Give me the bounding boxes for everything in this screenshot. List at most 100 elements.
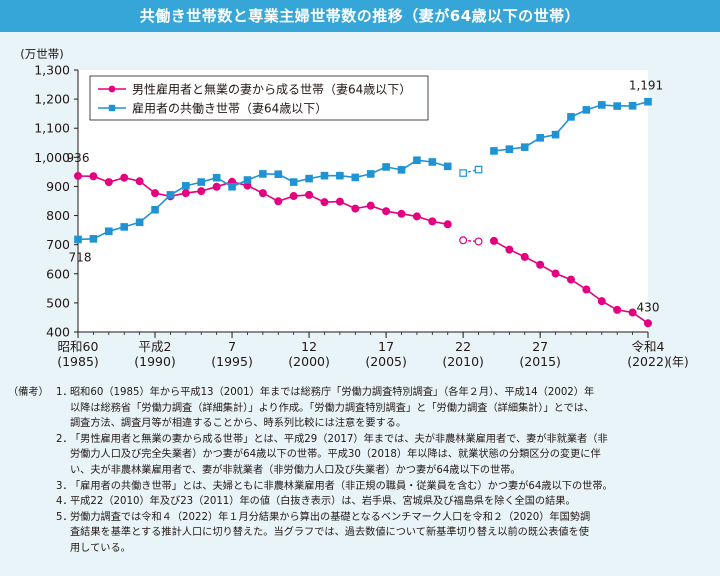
note-line: 用している。 (70, 542, 131, 554)
y-tick-label: 1,100 (34, 121, 70, 136)
note-item: 3． 「雇用者の共働き世帯」とは、夫婦ともに非農林業雇用者（非正規の職員・従業員を… (8, 479, 716, 495)
x-tick-label-year: (1995) (211, 354, 253, 369)
x-tick-label-year: (1985) (57, 354, 99, 369)
note-line: 調査方法、調査月等が相違することから、時系列比較には注意を要する。 (70, 418, 407, 430)
notes-body: 1． 昭和60（1985）年から平成13（2001）年までは総務庁「労働力調査特別… (8, 385, 716, 557)
x-tick-label-era: 27 (532, 339, 548, 354)
series-0-point (520, 252, 529, 261)
line-chart: 400 500 600 700 800 900 1,000 1,100 1,200 1,300 (万… (20, 47, 688, 369)
x-unit-label: (年) (667, 355, 688, 369)
series-1-point (597, 101, 606, 109)
x-tick-label-era: 12 (301, 339, 317, 354)
y-tick-label: 500 (46, 295, 70, 310)
x-tick-label-era: 17 (378, 339, 394, 354)
series-1-point (305, 174, 313, 183)
series-0-point (366, 201, 375, 210)
note-item: 2． 「男性雇用者と無業の妻から成る世帯」とは、平成29（2017）年までは、夫が… (8, 432, 716, 479)
series-0-point (428, 217, 437, 226)
series-1-point (505, 145, 514, 153)
series-1-point (182, 182, 190, 190)
x-tick-label-year: (2015) (519, 354, 561, 369)
series-0-point (73, 171, 82, 180)
series-1-point (428, 158, 437, 166)
legend-label: 男性雇用者と無業の妻から成る世帯（妻64歳以下） (132, 82, 411, 97)
series-1-point (644, 97, 652, 106)
y-tick-label: 1,000 (34, 150, 70, 165)
series-1-point (397, 166, 406, 174)
series-1-point (582, 106, 591, 114)
series-1-point (212, 173, 221, 182)
note-item: 4． 平成22（2010）年及び23（2011）年の値（白抜き表示）は、岩手県、宮… (8, 494, 716, 510)
series-0-point (104, 178, 113, 187)
note-line: 以降は総務省「労働力調査（詳細集計）」より作成。「労働力調査特別調査」と「労働力… (70, 402, 595, 414)
series-0-point (397, 209, 406, 218)
series-1-point (351, 173, 360, 182)
series-0-point (412, 212, 421, 221)
x-tick-label-year: (2010) (442, 354, 484, 369)
series-0-point (120, 173, 129, 182)
legend-box (89, 75, 429, 121)
series-1-point (120, 223, 129, 231)
series-1-point (105, 227, 113, 236)
series-0-point (135, 177, 144, 186)
data-label: 718 (69, 250, 92, 264)
series-0-point (335, 197, 344, 206)
series-0-point (258, 189, 267, 198)
series-1-point (151, 205, 159, 214)
series-1-point (166, 191, 175, 199)
note-number: 4． (56, 496, 73, 508)
series-1-point (320, 171, 329, 180)
note-item: 1． 昭和60（1985）年から平成13（2001）年までは総務庁「労働力調査特別… (8, 385, 716, 432)
x-tick-label-era: 昭和60 (58, 339, 99, 354)
series-1-point (74, 235, 82, 244)
series-0-point (566, 275, 575, 284)
y-tick-label: 1,300 (34, 63, 70, 78)
series-1-point (366, 170, 375, 178)
x-tick-label-era: 令和4 (632, 339, 665, 354)
legend-label: 雇用者の共働き世帯（妻64歳以下） (132, 101, 327, 116)
series-1-point (567, 113, 575, 121)
series-0-point (505, 245, 514, 254)
note-line: 労働力調査では令和４（2022）年１月分結果から算出の基礎となるベンチマーク人口… (70, 511, 591, 523)
note-item: 5． 労働力調査では令和４（2022）年１月分結果から算出の基礎となるベンチマーク… (8, 510, 716, 557)
series-0-point (89, 172, 98, 181)
series-0-point (197, 187, 206, 196)
note-line: 「雇用者の共働き世帯」とは、夫婦ともに非農林業雇用者（非正規の職員・従業員を含む… (70, 480, 613, 492)
x-tick-label-era: 7 (228, 339, 236, 354)
y-tick-label: 400 (46, 325, 70, 340)
series-0-point (274, 197, 283, 206)
series-1-point (613, 102, 621, 110)
series-0-point (474, 237, 483, 246)
y-tick-label: 600 (46, 266, 70, 281)
notes-section: （備考） 1． 昭和60（1985）年から平成13（2001）年までは総務庁「労働… (8, 385, 716, 557)
notes-label: （備考） (8, 387, 49, 398)
data-label: 1,191 (629, 79, 663, 93)
y-tick-label: 900 (46, 179, 70, 194)
series-1-point (243, 176, 252, 184)
series-1-point (135, 218, 144, 227)
series-0-point (459, 236, 468, 245)
series-0-point (597, 297, 606, 306)
series-1-point (336, 171, 344, 180)
series-0-point (351, 204, 360, 213)
note-number: 2． (56, 433, 73, 445)
series-0-point (443, 220, 452, 229)
series-1-point (443, 162, 452, 171)
series-0-point (489, 236, 498, 245)
series-1-point (197, 178, 206, 186)
legend-swatch-marker (108, 104, 116, 112)
x-tick-label-year: (2000) (288, 354, 330, 369)
note-number: 1． (56, 387, 73, 398)
note-line: 昭和60（1985）年から平成13（2001）年までは総務庁「労働力調査特別調査… (70, 387, 595, 398)
note-number: 3． (56, 480, 73, 492)
series-0-point (289, 192, 298, 201)
series-0-point (643, 319, 652, 328)
series-0-point (551, 269, 560, 278)
series-1-point (628, 102, 637, 110)
y-tick-label: 1,200 (34, 92, 70, 107)
series-1-point (382, 163, 390, 171)
series-0-point (181, 189, 190, 198)
series-1-point (413, 156, 421, 165)
series-0-point (582, 285, 591, 294)
x-tick-label-era: 22 (455, 339, 471, 354)
